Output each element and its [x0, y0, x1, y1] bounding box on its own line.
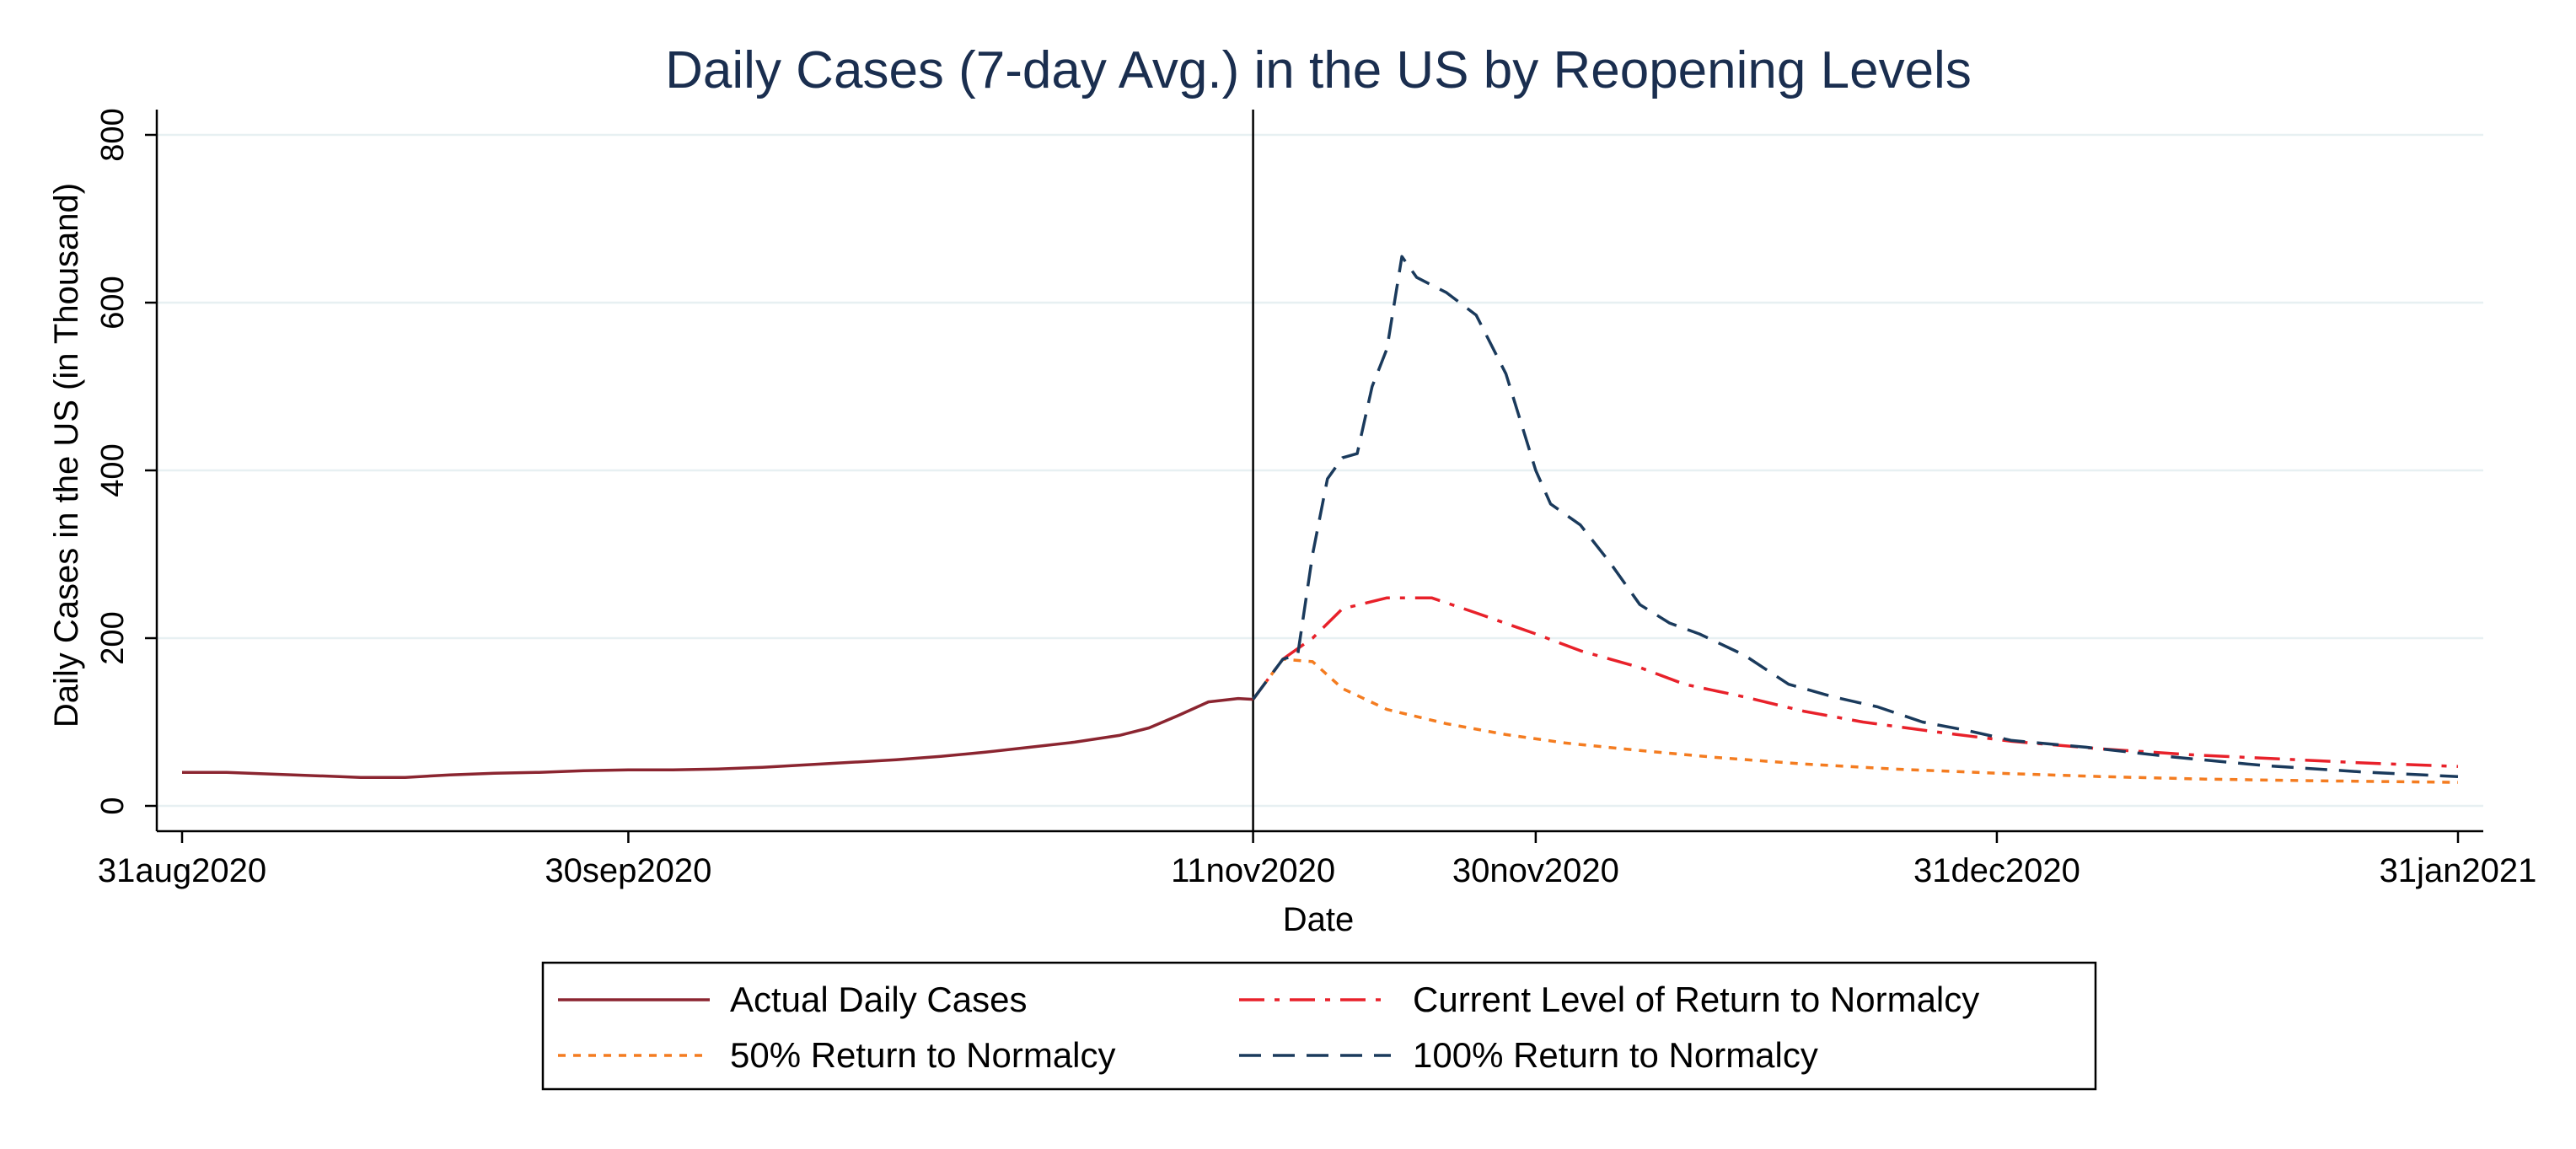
series-lines	[182, 255, 2459, 784]
y-tick-label-2: 400	[95, 443, 131, 497]
legend: Actual Daily Cases Current Level of Retur…	[541, 961, 2097, 1091]
x-tick-label-5: 31jan2021	[2380, 852, 2537, 889]
series-line-3	[1252, 255, 2459, 778]
x-tick-label-0: 31aug2020	[98, 852, 266, 889]
y-axis-label: Daily Cases in the US (in Thousand)	[48, 183, 85, 728]
series-line-0	[182, 696, 1253, 779]
legend-label-2: 50% Return to Normalcy	[730, 1035, 1116, 1075]
x-axis-label: Date	[1283, 901, 1355, 938]
x-tick-label-1: 30sep2020	[545, 852, 711, 889]
chart-title: Daily Cases (7-day Avg.) in the US by Re…	[665, 41, 1972, 99]
y-tick-label-3: 600	[95, 276, 131, 329]
legend-box	[541, 961, 2097, 1091]
legend-label-1: Current Level of Return to Normalcy	[1413, 980, 1979, 1019]
series-line-2	[1252, 658, 2459, 784]
y-tick-label-1: 200	[95, 611, 131, 664]
gridlines	[157, 133, 2483, 808]
x-axis-ticks: 31aug2020 30sep2020 11nov2020 30nov2020 31de…	[98, 831, 2537, 889]
legend-label-0: Actual Daily Cases	[730, 980, 1027, 1019]
y-tick-label-4: 800	[95, 108, 131, 161]
x-tick-label-2: 11nov2020	[1171, 852, 1335, 889]
series-line-1	[1252, 596, 2459, 768]
y-tick-label-0: 0	[95, 797, 131, 814]
x-tick-label-4: 31dec2020	[1913, 852, 2080, 889]
y-axis-ticks: 0 200 400 600 800	[95, 108, 157, 815]
legend-items: Actual Daily Cases Current Level of Retur…	[558, 980, 1979, 1075]
x-tick-label-3: 30nov2020	[1452, 852, 1619, 889]
legend-label-3: 100% Return to Normalcy	[1413, 1035, 1818, 1075]
